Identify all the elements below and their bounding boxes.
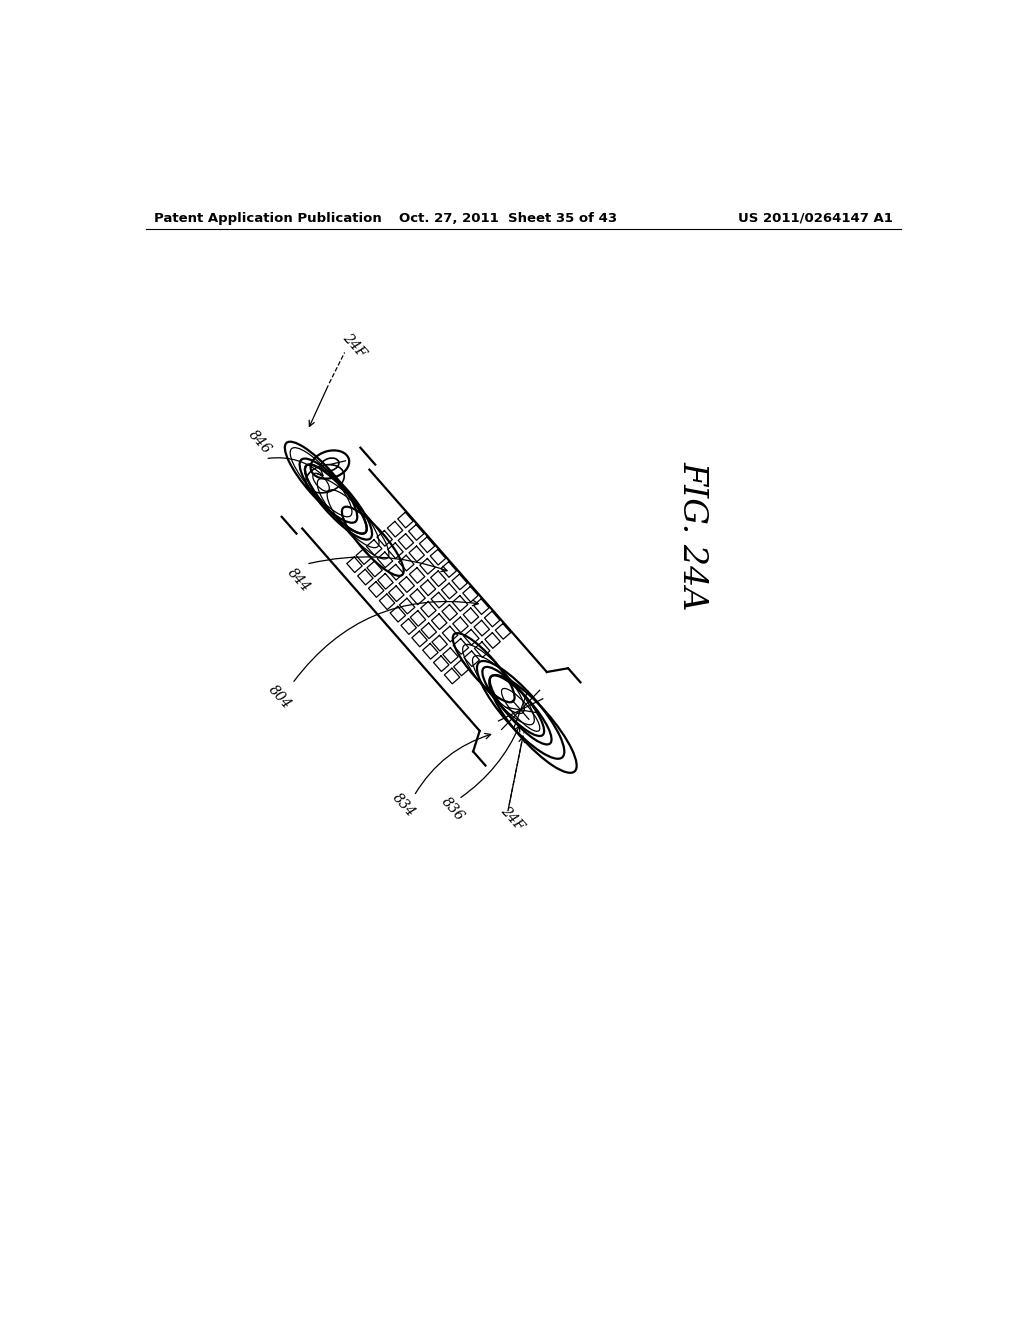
FancyArrowPatch shape (268, 458, 323, 475)
Text: 804: 804 (265, 682, 293, 711)
FancyArrowPatch shape (309, 557, 447, 572)
Text: 834: 834 (390, 791, 418, 820)
Text: Patent Application Publication: Patent Application Publication (154, 213, 381, 224)
Text: Oct. 27, 2011  Sheet 35 of 43: Oct. 27, 2011 Sheet 35 of 43 (398, 213, 616, 224)
Text: US 2011/0264147 A1: US 2011/0264147 A1 (738, 213, 893, 224)
Text: 24F: 24F (498, 804, 526, 833)
Text: 836: 836 (438, 795, 467, 824)
FancyArrowPatch shape (461, 726, 520, 797)
Text: 844: 844 (285, 566, 312, 595)
Text: FIG. 24A: FIG. 24A (677, 461, 709, 610)
Text: 846: 846 (246, 428, 274, 457)
FancyArrowPatch shape (294, 601, 478, 681)
Text: 24F: 24F (340, 330, 369, 360)
FancyArrowPatch shape (416, 734, 490, 793)
